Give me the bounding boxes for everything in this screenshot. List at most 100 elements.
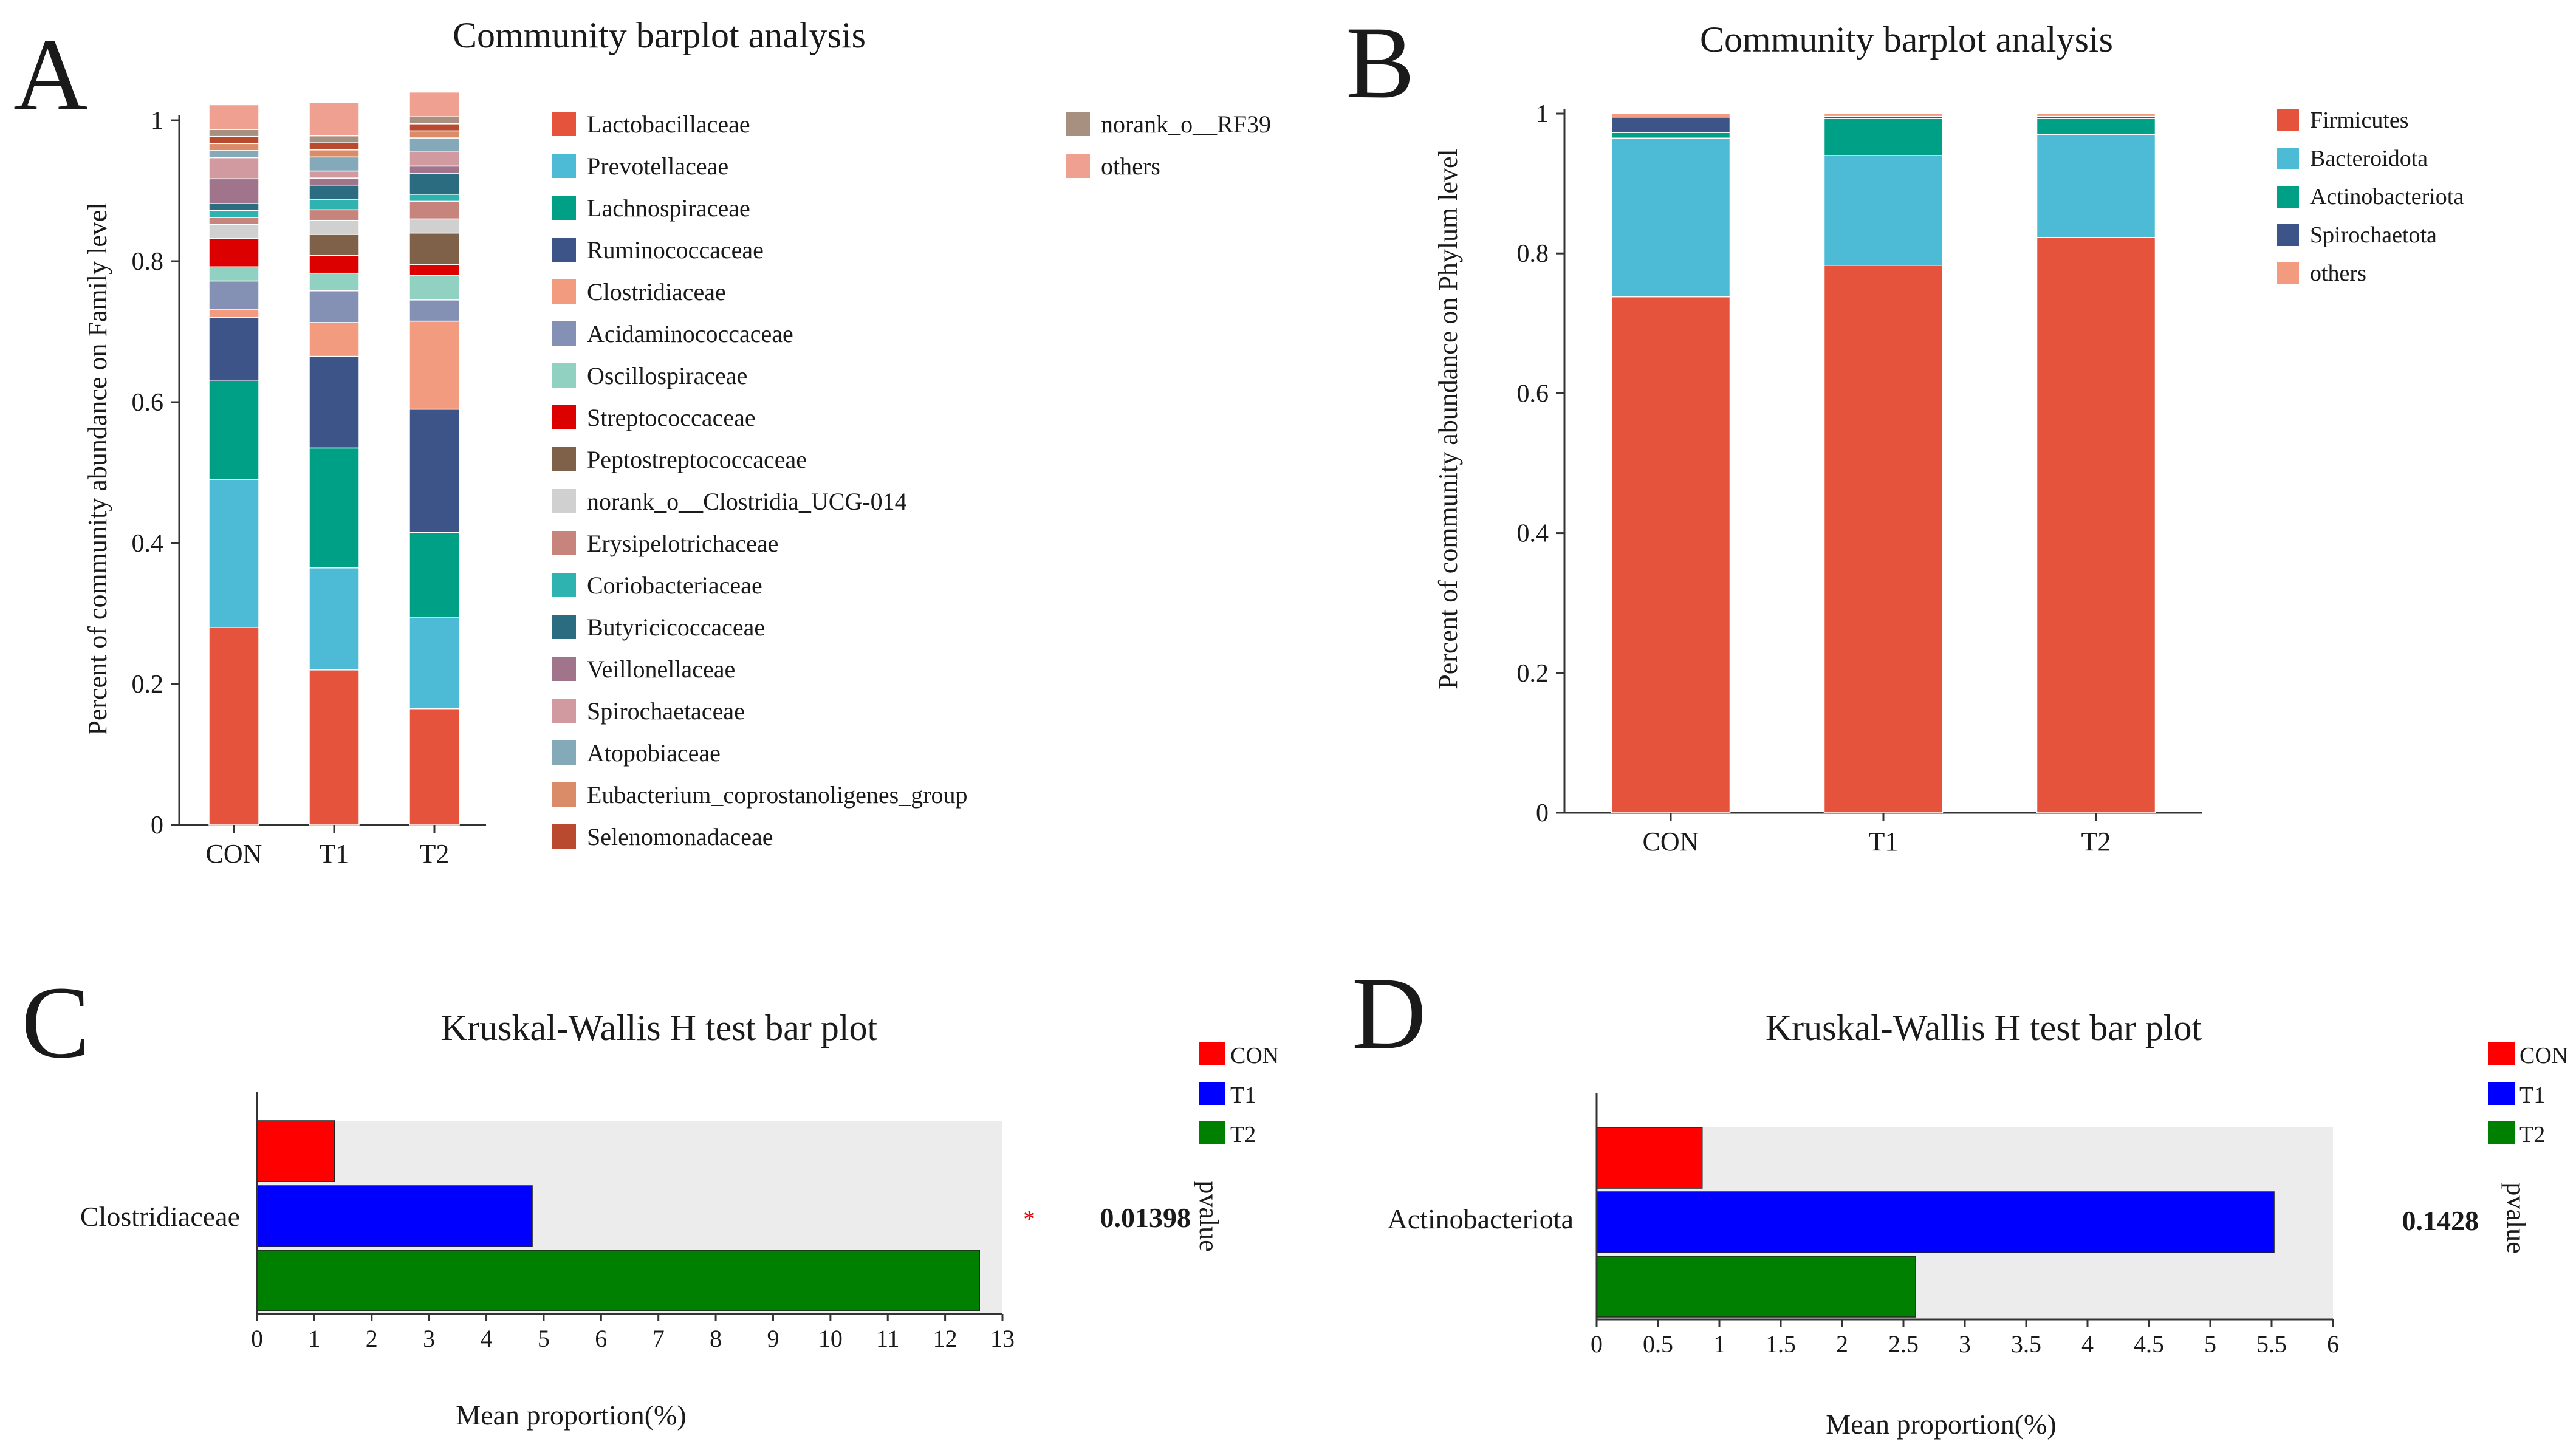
legend-label-eubacterium-coprostanoligenes-group: Eubacterium_coprostanoligenes_group <box>587 781 967 809</box>
legend-swatch-peptostreptococcaceae <box>552 447 576 471</box>
x-tick-label: 2 <box>366 1325 378 1352</box>
panel-b-letter: B <box>1346 5 1414 120</box>
bar-segment-spirochaetaceae-con <box>208 157 259 180</box>
legend-swatch-norank-o-rf39 <box>1066 112 1090 136</box>
legend-label-veillonellaceae: Veillonellaceae <box>587 655 735 683</box>
x-tick-label: 1 <box>1713 1330 1725 1358</box>
y-tick-label: 0.2 <box>132 671 164 699</box>
legend-label-t2: T2 <box>1230 1122 1256 1147</box>
bar-segment-clostridiaceae-con <box>208 309 259 318</box>
x-tick-label: 0.5 <box>1643 1330 1673 1358</box>
bar-segment-norank-o-clostridia-ucg-014-t1 <box>309 219 360 235</box>
x-tick-label: 11 <box>876 1325 900 1352</box>
legend-label-norank-o-rf39: norank_o__RF39 <box>1101 111 1271 138</box>
panel-c-significance: * <box>1023 1205 1035 1233</box>
legend-label-peptostreptococcaceae: Peptostreptococcaceae <box>587 446 807 473</box>
panel-d-letter: D <box>1352 956 1427 1070</box>
panel-d-legend: CON T1 T2 <box>2488 1042 2568 1147</box>
legend-label-selenomonadaceae: Selenomonadaceae <box>587 823 773 850</box>
legend-swatch-spirochaetaceae <box>552 699 576 723</box>
bar-segment-streptococcaceae-con <box>208 238 259 268</box>
bar-con <box>1596 1127 1703 1189</box>
panel-c-feature-label: Clostridiaceae <box>80 1201 240 1232</box>
panel-a-chart: 0 0.2 0.4 0.6 0.8 1 CON T1 T2 <box>132 91 486 869</box>
panel-b-chart: 0 0.2 0.4 0.6 0.8 1 CON T1 T2 <box>1517 100 2202 857</box>
x-tick-label-con: CON <box>206 839 262 869</box>
bar-segment-norank-o-rf39-t1 <box>309 135 360 143</box>
bar-segment-lactobacillaceae-t1 <box>309 669 360 826</box>
x-tick-label: 7 <box>653 1325 665 1352</box>
x-tick-label: 5.5 <box>2256 1330 2287 1358</box>
legend-label-others: others <box>1101 152 1160 180</box>
legend-label-oscillospiraceae: Oscillospiraceae <box>587 362 747 389</box>
bar-segment-eubacterium-coprostanoligenes-group-con <box>208 143 259 151</box>
bar-segment-acidaminococcaceae-con <box>208 280 259 310</box>
legend-swatch-selenomonadaceae <box>552 824 576 849</box>
bar-segment-others-t1 <box>1823 113 1944 117</box>
legend-label-atopobiaceae: Atopobiaceae <box>587 739 721 767</box>
x-tick-label-t1: T1 <box>320 839 349 869</box>
y-tick-label: 0.4 <box>132 530 164 558</box>
legend-swatch-others <box>1066 154 1090 178</box>
legend-swatch-lactobacillaceae <box>552 112 576 136</box>
bar-segment-others-t1 <box>309 102 360 137</box>
bar-segment-lachnospiraceae-con <box>208 380 259 480</box>
x-tick-label: 2.5 <box>1888 1330 1919 1358</box>
bar-t1 <box>1596 1191 2275 1253</box>
bar-segment-coriobacteriaceae-t2 <box>409 194 460 202</box>
legend-swatch-atopobiaceae <box>552 740 576 765</box>
bar-segment-erysipelotrichaceae-con <box>208 217 259 225</box>
legend-swatch-firmicutes <box>2277 109 2299 131</box>
legend-swatch-t1 <box>1199 1082 1225 1105</box>
legend-label-butyricicoccaceae: Butyricicoccaceae <box>587 614 765 641</box>
x-tick-label: 5 <box>2204 1330 2216 1358</box>
x-tick-label-con: CON <box>1643 827 1699 857</box>
legend-swatch-bacteroidota <box>2277 148 2299 169</box>
legend-swatch-oscillospiraceae <box>552 363 576 388</box>
panel-d-pvalue: 0.1428 <box>2402 1205 2479 1236</box>
bar-segment-lachnospiraceae-t1 <box>309 447 360 569</box>
panel-d-xlabel: Mean proportion(%) <box>1826 1409 2056 1440</box>
legend-swatch-t1 <box>2488 1082 2515 1105</box>
bar-segment-spirochaetaceae-t1 <box>309 170 360 179</box>
legend-swatch-spirochaetota <box>2277 224 2299 246</box>
bar-segment-coriobacteriaceae-con <box>208 210 259 218</box>
legend-swatch-norank-o-clostridia-ucg-014 <box>552 489 576 513</box>
x-tick-label: 4 <box>2081 1330 2094 1358</box>
bar-segment-prevotellaceae-t2 <box>409 617 460 710</box>
bar-segment-acidaminococcaceae-t1 <box>309 290 360 323</box>
bar-segment-selenomonadaceae-t2 <box>409 123 460 132</box>
bar-segment-atopobiaceae-con <box>208 150 259 159</box>
legend-swatch-coriobacteriaceae <box>552 573 576 597</box>
x-tick-label: 2 <box>1836 1330 1848 1358</box>
bar-segment-butyricicoccaceae-t2 <box>409 173 460 195</box>
bar-segment-spirochaetaceae-t2 <box>409 151 460 167</box>
bar-segment-peptostreptococcaceae-t1 <box>309 234 360 256</box>
x-tick-label: 1 <box>308 1325 320 1352</box>
legend-swatch-veillonellaceae <box>552 657 576 681</box>
bar-t1 <box>256 1185 533 1247</box>
bar-segment-norank-o-clostridia-ucg-014-con <box>208 224 259 239</box>
y-tick-label: 1 <box>151 107 163 135</box>
x-tick-label: 12 <box>933 1325 957 1352</box>
x-tick-label-t2: T2 <box>2081 827 2111 857</box>
bar-segment-prevotellaceae-t1 <box>309 567 360 671</box>
panel-a-legend: Lactobacillaceae Prevotellaceae Lachnospir… <box>552 111 1271 850</box>
x-tick-label: 1.5 <box>1766 1330 1796 1358</box>
bar-segment-oscillospiraceae-t2 <box>409 275 460 301</box>
bar-segment-firmicutes-t2 <box>2036 236 2156 813</box>
panel-d-chart: 0 0.5 1 1.5 2 2.5 3 3.5 4 4.5 5 5.5 6 <box>1591 1093 2339 1358</box>
x-tick-label: 0 <box>1591 1330 1603 1358</box>
x-tick-label: 5 <box>538 1325 550 1352</box>
panel-c-title: Kruskal-Wallis H test bar plot <box>441 1008 878 1048</box>
x-tick-label: 4 <box>481 1325 493 1352</box>
bar-segment-actinobacteriota-con <box>1611 132 1731 139</box>
legend-swatch-erysipelotrichaceae <box>552 531 576 555</box>
y-tick-label: 0.8 <box>132 248 164 276</box>
bar-segment-lactobacillaceae-t2 <box>409 708 460 826</box>
legend-label-bacteroidota: Bacteroidota <box>2310 146 2428 171</box>
y-tick-label: 0.2 <box>1517 660 1549 688</box>
bar-segment-others-con <box>208 104 259 130</box>
legend-swatch-butyricicoccaceae <box>552 615 576 639</box>
